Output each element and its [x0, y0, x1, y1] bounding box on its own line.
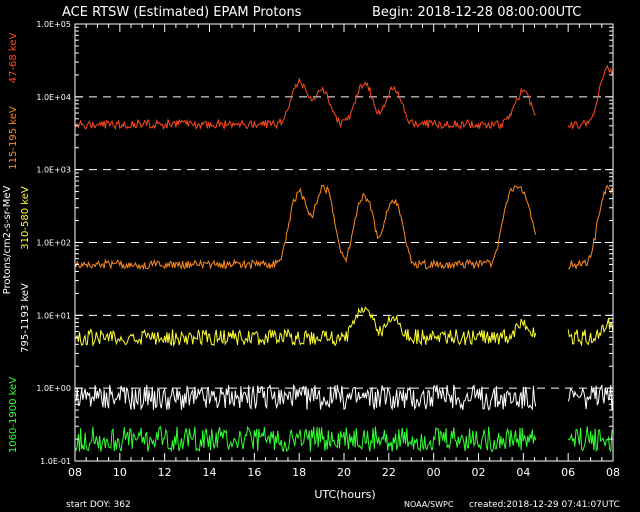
- x-tick-label-5: 18: [292, 466, 306, 479]
- chart-title: ACE RTSW (Estimated) EPAM Protons: [62, 5, 302, 20]
- y-tick-label-1: 1.0E+00: [36, 384, 71, 393]
- x-tick-label-4: 16: [247, 466, 261, 479]
- series-line-3: [74, 383, 614, 411]
- series-label-1: 115-195 keV: [8, 106, 19, 170]
- start-doy: start DOY: 362: [66, 500, 131, 510]
- y-tick-label-2: 1.0E+01: [36, 311, 71, 320]
- y-tick-label-6: 1.0E+05: [36, 20, 71, 29]
- x-tick-label-10: 04: [516, 466, 530, 479]
- source-label: NOAA/SWPC: [404, 500, 454, 509]
- x-tick-label-7: 22: [382, 466, 396, 479]
- y-tick-label-4: 1.0E+03: [36, 166, 71, 175]
- x-tick-label-9: 02: [472, 466, 486, 479]
- series-label-2: 310-580 keV: [20, 186, 31, 250]
- x-tick-label-8: 00: [427, 466, 441, 479]
- series-line-2: [74, 306, 614, 348]
- series-label-3: 795-1193 keV: [20, 283, 31, 353]
- series-label-4: 1060-1900 keV: [8, 377, 19, 453]
- x-tick-label-6: 20: [337, 466, 351, 479]
- y-axis-label: Protons/cm2-s-sr-MeV: [2, 185, 13, 294]
- series-line-4: [74, 425, 614, 453]
- x-tick-label-12: 08: [606, 466, 620, 479]
- x-tick-label-1: 10: [113, 466, 127, 479]
- created-label: created:2018-12-29 07:41:07UTC: [469, 500, 620, 510]
- x-tick-label-3: 14: [203, 466, 217, 479]
- series-label-0: 47-68 keV: [8, 33, 19, 84]
- begin-label: Begin: 2018-12-28 08:00:00UTC: [372, 5, 581, 20]
- x-tick-label-0: 08: [68, 466, 82, 479]
- x-axis-label: UTC(hours): [314, 488, 375, 501]
- y-tick-label-5: 1.0E+04: [36, 93, 71, 102]
- series-line-0: [74, 64, 614, 131]
- series-line-1: [74, 184, 614, 271]
- x-tick-label-2: 12: [158, 466, 172, 479]
- y-tick-label-3: 1.0E+02: [36, 239, 71, 248]
- x-tick-label-11: 06: [561, 466, 575, 479]
- y-tick-label-0: 1.0E-01: [40, 457, 71, 466]
